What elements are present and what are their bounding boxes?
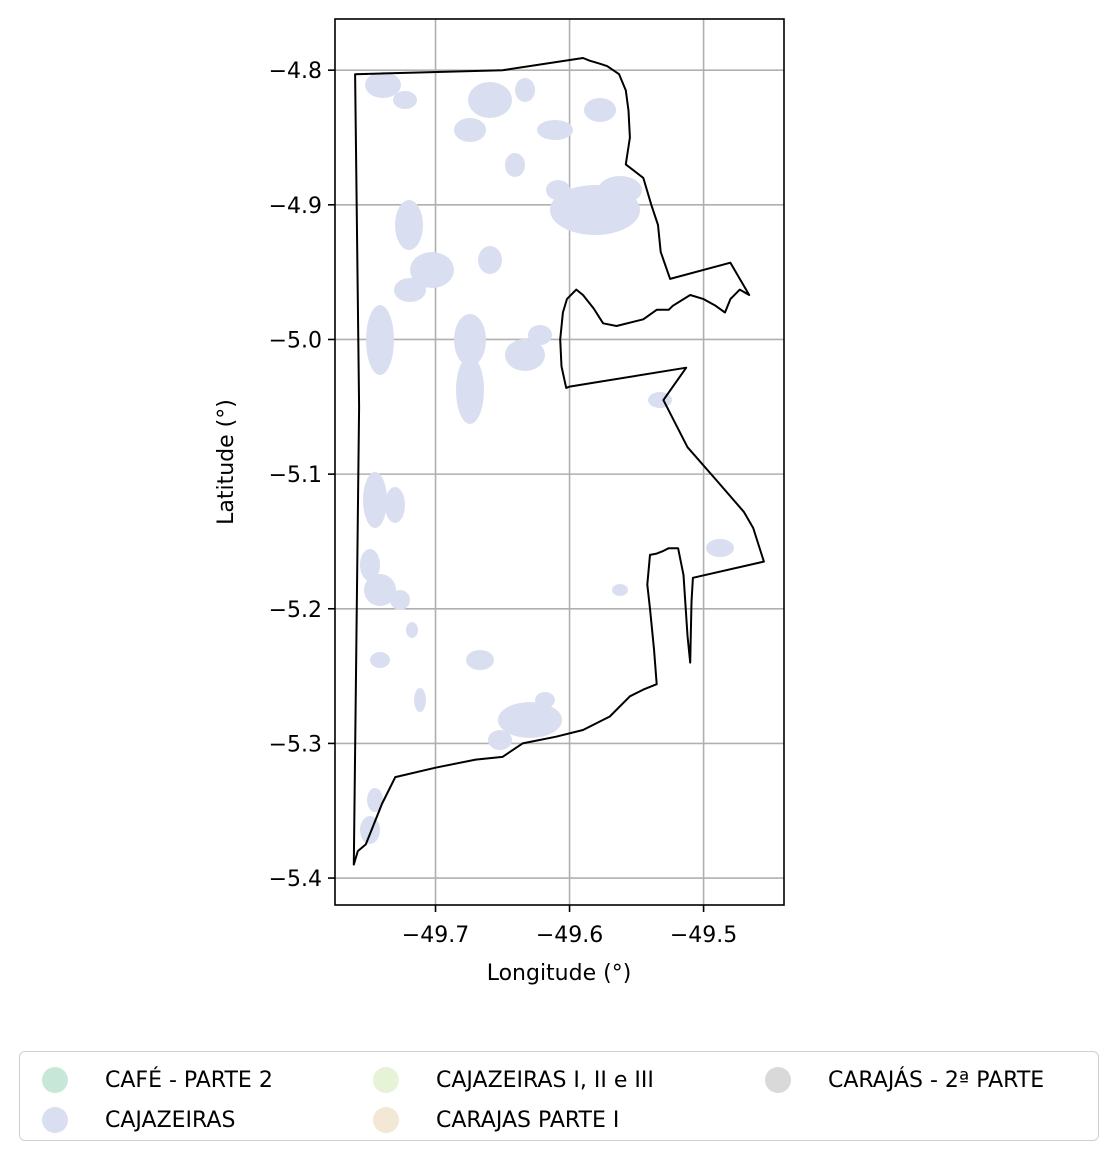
legend-marker	[42, 1107, 68, 1133]
parcel-area	[395, 200, 423, 250]
parcel-area	[394, 278, 426, 302]
legend-item-cajazeiras-i-ii-iii: CAJAZEIRAS I, II e III	[373, 1064, 654, 1096]
y-axis-label: Latitude (°)	[214, 399, 239, 525]
parcel-area	[360, 816, 380, 844]
grid-lines	[335, 19, 784, 905]
y-axis-ticks: −4.8 −4.9 −5.0 −5.1 −5.2 −5.3 −5.4	[269, 59, 335, 892]
parcel-area	[370, 652, 390, 668]
parcel-area	[535, 692, 555, 708]
x-axis-ticks: −49.7 −49.6 −49.5	[402, 905, 737, 948]
parcel-area	[706, 539, 734, 557]
y-tick-label: −4.9	[269, 194, 322, 219]
parcel-area	[360, 549, 380, 581]
parcel-area	[406, 622, 418, 638]
parcel-area	[515, 78, 535, 102]
y-tick-label: −5.1	[269, 463, 322, 488]
parcel-area	[505, 153, 525, 177]
parcel-area	[385, 487, 405, 523]
y-tick-label: −5.2	[269, 598, 322, 623]
parcel-area	[364, 574, 396, 606]
parcel-area	[584, 98, 616, 122]
x-tick-label: −49.6	[536, 923, 603, 948]
legend: CAFÉ - PARTE 2 CAJAZEIRAS CAJAZEIRAS I, …	[19, 1051, 1099, 1141]
parcel-area	[478, 246, 502, 274]
legend-marker	[42, 1067, 68, 1093]
axes-frame	[334, 18, 785, 906]
municipality-boundary	[352, 57, 765, 866]
parcel-area	[366, 305, 394, 375]
parcel-area	[456, 356, 484, 424]
parcel-area	[468, 82, 512, 118]
legend-label: CARAJAS PARTE I	[436, 1107, 620, 1133]
parcel-area	[454, 118, 486, 142]
legend-marker	[765, 1067, 791, 1093]
parcel-area	[454, 314, 486, 366]
legend-label: CAFÉ - PARTE 2	[105, 1067, 273, 1093]
parcel-area	[488, 730, 512, 750]
parcel-area	[598, 176, 642, 204]
parcel-area	[393, 91, 417, 109]
parcel-area	[537, 120, 573, 140]
legend-marker	[373, 1107, 399, 1133]
legend-label: CAJAZEIRAS	[105, 1107, 236, 1133]
legend-label: CAJAZEIRAS I, II e III	[436, 1067, 654, 1093]
parcel-area	[505, 339, 545, 371]
legend-item-cafe-parte-2: CAFÉ - PARTE 2	[42, 1064, 273, 1096]
parcel-area	[414, 688, 426, 712]
x-axis-label: Longitude (°)	[487, 961, 632, 986]
map-plot: −49.7 −49.6 −49.5 −4.8 −4.9 −5.0 −5.1 −5.2 −5.3…	[214, 18, 785, 986]
legend-marker	[373, 1067, 399, 1093]
legend-item-carajas-2a-parte: CARAJÁS - 2ª PARTE	[765, 1064, 1044, 1096]
parcel-area	[612, 584, 628, 596]
boundary-outline	[352, 57, 765, 866]
parcel-area	[365, 72, 401, 98]
x-tick-label: −49.7	[402, 923, 469, 948]
x-tick-label: −49.5	[670, 923, 737, 948]
cajazeiras-fill-areas	[360, 72, 734, 844]
parcel-area	[528, 325, 552, 345]
y-tick-label: −5.4	[269, 867, 322, 892]
parcel-area	[363, 472, 387, 528]
legend-label: CARAJÁS - 2ª PARTE	[828, 1067, 1045, 1093]
parcel-area	[410, 252, 454, 288]
y-tick-label: −5.0	[269, 328, 322, 353]
parcel-area	[498, 702, 562, 738]
parcel-area	[390, 590, 410, 610]
legend-item-carajas-parte-i: CARAJAS PARTE I	[373, 1104, 619, 1136]
parcel-area	[367, 788, 383, 812]
parcel-area	[466, 650, 494, 670]
parcel-area	[546, 180, 570, 200]
y-tick-label: −4.8	[269, 59, 322, 84]
plot-frame	[334, 18, 785, 906]
legend-item-cajazeiras: CAJAZEIRAS	[42, 1104, 235, 1136]
y-tick-label: −5.3	[269, 732, 322, 757]
